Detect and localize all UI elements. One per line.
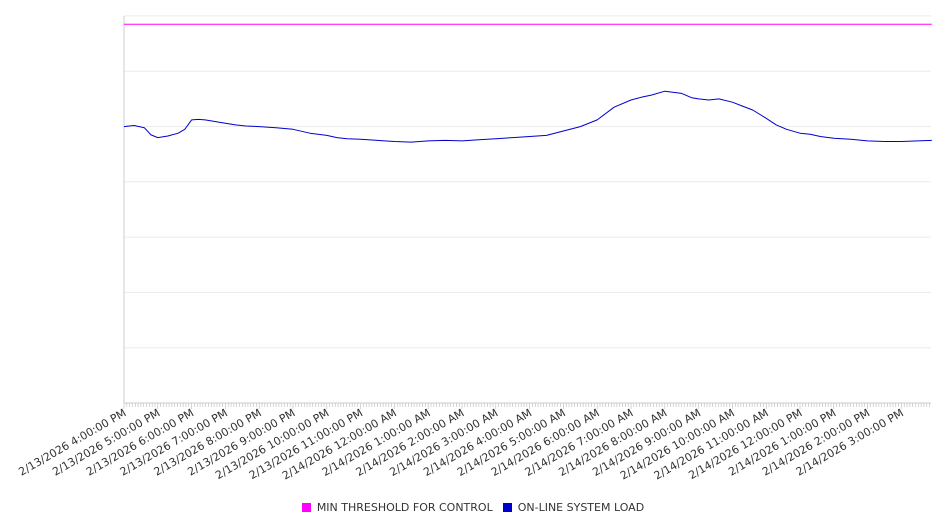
legend-label-threshold: MIN THRESHOLD FOR CONTROL — [316, 500, 493, 514]
legend-item-load: ON-LINE SYSTEM LOAD — [502, 500, 645, 514]
legend-swatch-load — [502, 502, 512, 512]
axes — [123, 16, 931, 409]
x-tick-labels: 2/13/2026 4:00:00 PM2/13/2026 5:00:00 PM… — [16, 406, 906, 482]
series-line-system-load — [123, 90, 932, 143]
series-lines — [123, 23, 932, 143]
legend-swatch-threshold — [301, 502, 311, 512]
legend-label-load: ON-LINE SYSTEM LOAD — [517, 500, 645, 514]
legend: MIN THRESHOLD FOR CONTROL ON-LINE SYSTEM… — [0, 497, 946, 517]
gridlines — [124, 15, 931, 349]
legend-item-threshold: MIN THRESHOLD FOR CONTROL — [301, 500, 493, 514]
